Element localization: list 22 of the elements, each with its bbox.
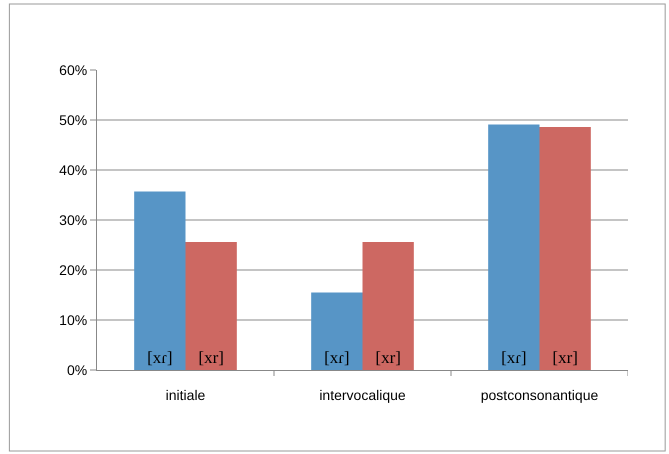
bar <box>311 292 362 370</box>
bar <box>186 242 237 370</box>
y-tick-label: 0% <box>66 362 88 378</box>
x-tick-label: initiale <box>166 386 206 403</box>
y-tick-label: 60% <box>59 62 88 78</box>
y-tick-label: 20% <box>59 262 88 278</box>
series-label: [xɾ] <box>147 348 173 367</box>
bar <box>134 192 186 370</box>
x-tick-label: postconsonantique <box>480 386 598 403</box>
bar <box>540 127 591 370</box>
text: [xɾ] <box>324 348 350 367</box>
y-tick-label: 40% <box>59 162 88 178</box>
y-tick-label: 50% <box>59 112 88 128</box>
x-tick-label: intervocalique <box>319 386 406 403</box>
text: [xr] <box>552 348 578 367</box>
bar <box>488 124 540 370</box>
series-label: [xr] <box>198 348 224 367</box>
y-tick-label: 10% <box>59 312 88 328</box>
text: [xr] <box>375 348 401 367</box>
y-tick-label: 30% <box>59 212 88 228</box>
text: [xɾ] <box>501 348 527 367</box>
bar <box>362 242 414 370</box>
